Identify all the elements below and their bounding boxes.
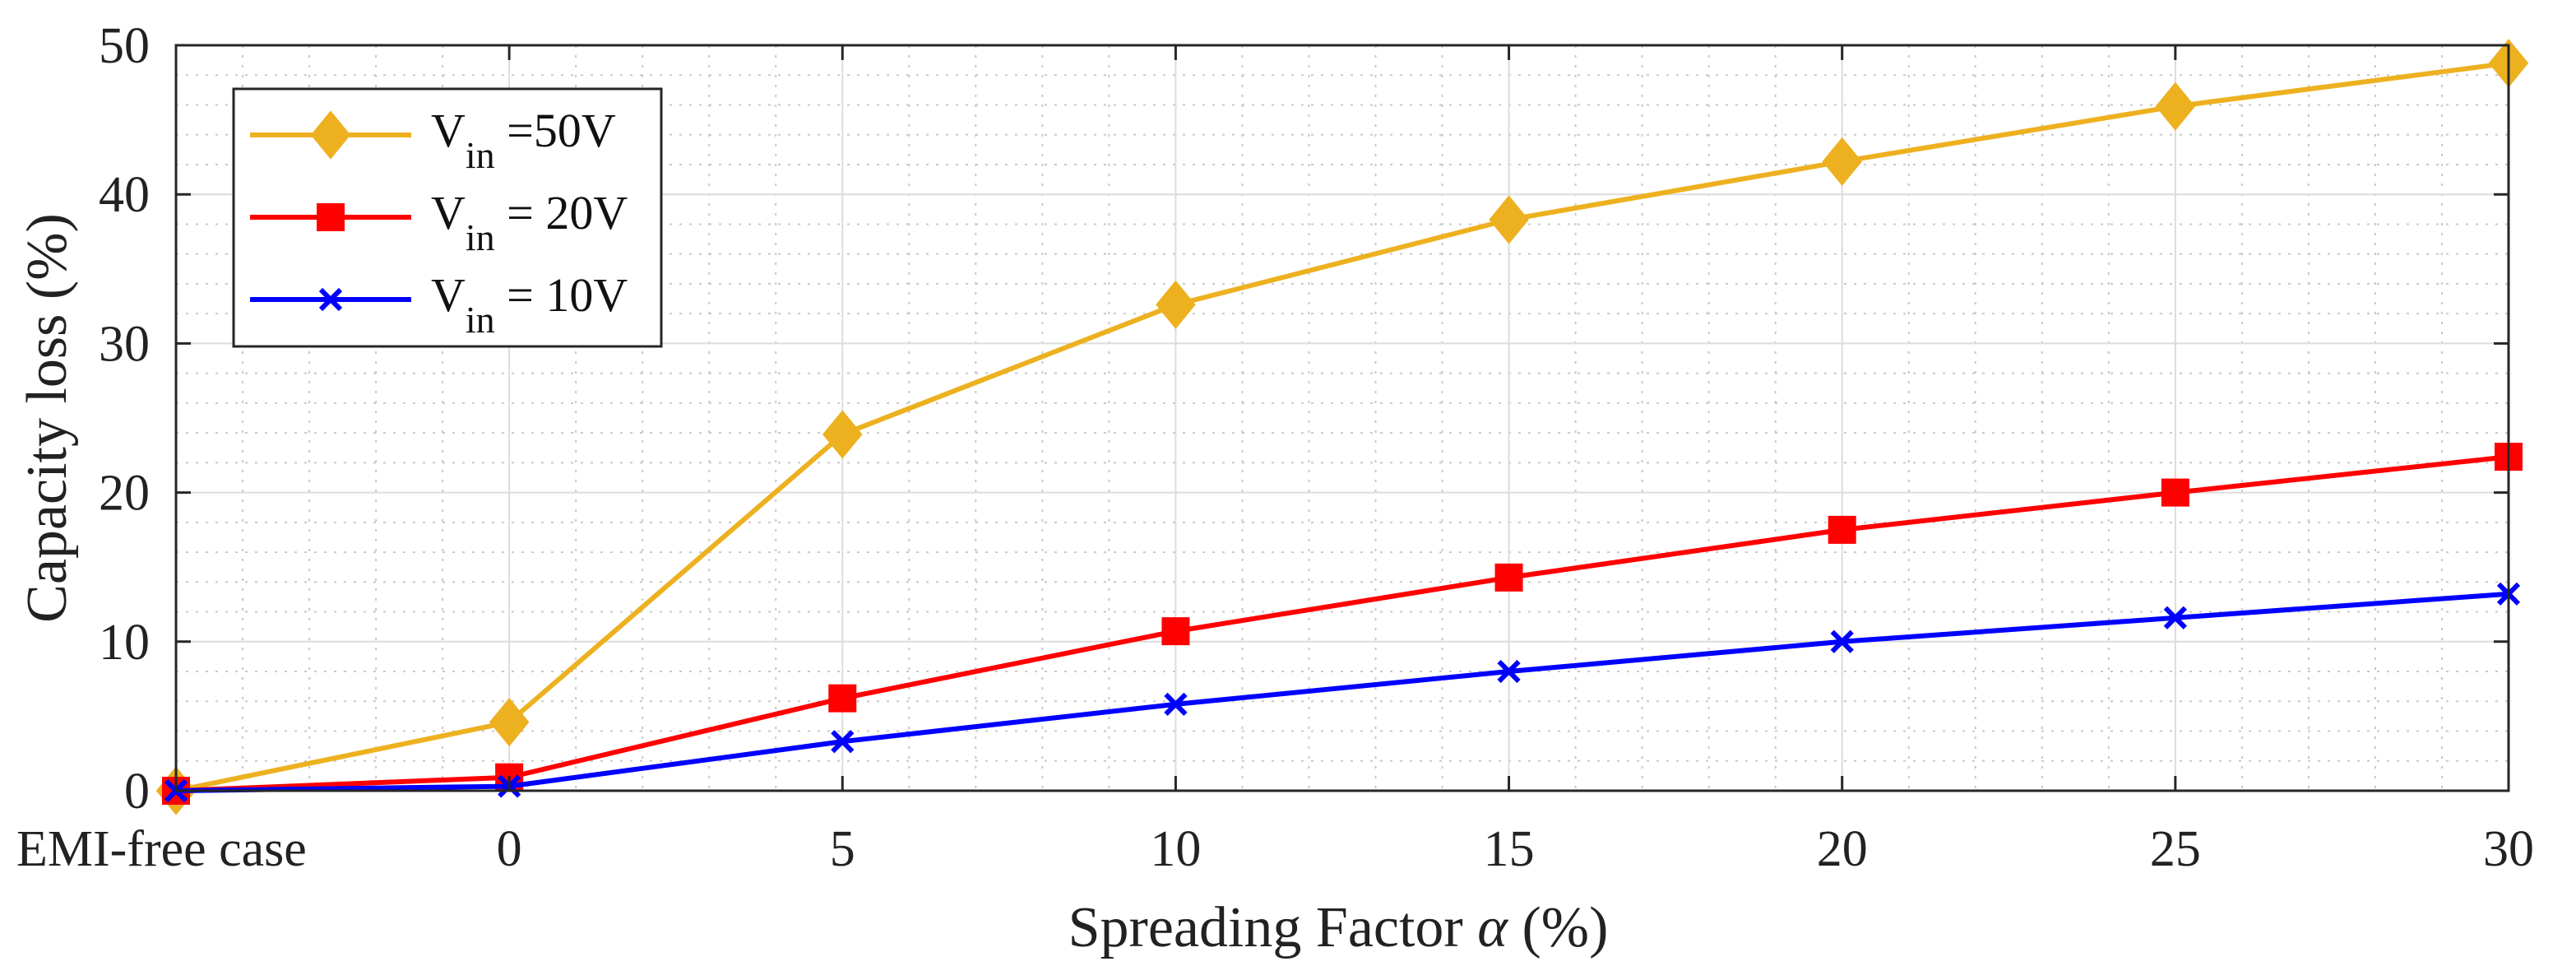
x-tick-label: 0 xyxy=(497,821,522,877)
plot-frame xyxy=(174,44,2510,792)
y-tick-label: 20 xyxy=(99,466,150,522)
data-point-diamond xyxy=(489,698,530,747)
legend-label: Vin = 10V xyxy=(431,268,628,341)
data-point-square xyxy=(1494,563,1523,592)
x-tick-label: 10 xyxy=(1150,821,1201,877)
legend-label-main: V xyxy=(431,186,466,239)
data-point-x xyxy=(1830,629,1854,653)
legend-label-main: V xyxy=(431,268,466,322)
x-marker-stroke xyxy=(1164,692,1188,717)
data-point-diamond xyxy=(2155,81,2196,131)
data-point-diamond xyxy=(1489,195,1529,244)
x-marker-stroke xyxy=(1497,659,1521,684)
series-line-x xyxy=(175,591,2509,793)
legend-label: Vin =50V xyxy=(431,104,616,176)
legend-label: Vin = 20V xyxy=(431,186,628,258)
data-point-diamond xyxy=(1156,280,1196,329)
data-point-x xyxy=(2163,606,2187,629)
axis-ticks xyxy=(174,44,2510,792)
x-marker-stroke xyxy=(2163,606,2187,629)
legend-label-sub: in xyxy=(466,299,495,341)
legend-label-sub: in xyxy=(466,216,495,258)
legend-marker xyxy=(310,110,351,160)
data-point-x xyxy=(1497,659,1521,684)
series-line-diamond xyxy=(175,60,2509,793)
x-tick-label: 25 xyxy=(2150,821,2201,877)
data-point-square xyxy=(1161,617,1190,646)
data-point-x xyxy=(1164,692,1188,717)
data-point-x xyxy=(831,730,855,754)
x-tick-label: EMI-free case xyxy=(16,821,307,877)
x-tick-label: 5 xyxy=(830,821,855,877)
legend-marker xyxy=(318,287,343,312)
x-axis-symbol: α xyxy=(1477,896,1508,959)
series-line-square xyxy=(175,454,2509,793)
y-tick-labels: 0 10 20 30 40 50 xyxy=(99,18,150,820)
y-axis-title: Capacity loss (%) xyxy=(16,213,79,623)
x-axis-title-text: Spreading Factor xyxy=(1068,896,1463,959)
y-tick-label: 0 xyxy=(124,764,150,820)
x-axis-unit: (%) xyxy=(1522,896,1608,959)
legend-marker xyxy=(317,203,345,231)
minor-grid xyxy=(176,45,2509,791)
x-tick-label: 15 xyxy=(1484,821,1535,877)
data-point-square xyxy=(828,684,857,713)
x-marker-stroke xyxy=(318,287,343,312)
x-tick-label: 20 xyxy=(1817,821,1868,877)
y-tick-label: 50 xyxy=(99,18,150,74)
data-point-square xyxy=(2161,478,2189,507)
legend-label-rest: =50V xyxy=(495,104,616,157)
legend-label-sub: in xyxy=(466,134,495,176)
legend-label-rest: = 10V xyxy=(495,268,628,322)
y-tick-label: 30 xyxy=(99,316,150,372)
data-point-diamond xyxy=(1822,137,1862,186)
legend-label-rest: = 20V xyxy=(495,186,628,239)
legend-label-main: V xyxy=(431,104,466,157)
x-axis-title: Spreading Factor α (%) xyxy=(1068,896,1609,959)
x-tick-labels: EMI-free case 0 5 10 15 20 25 30 xyxy=(16,821,2534,877)
data-point-diamond xyxy=(822,410,863,459)
data-point-square xyxy=(1828,515,1856,544)
x-tick-label: 30 xyxy=(2483,821,2534,877)
x-marker-stroke xyxy=(831,730,855,754)
x-marker-stroke xyxy=(1830,629,1854,653)
y-tick-label: 10 xyxy=(99,615,150,671)
y-tick-label: 40 xyxy=(99,167,150,223)
